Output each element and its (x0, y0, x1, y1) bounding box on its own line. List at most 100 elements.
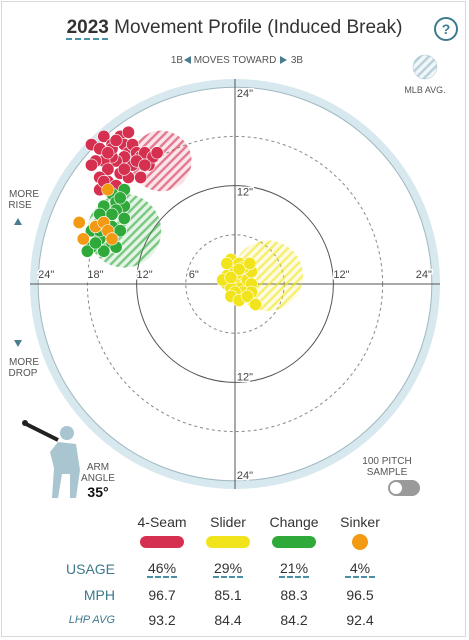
pitch-header-change[interactable]: Change (269, 514, 319, 530)
pitch-point-slider[interactable] (249, 297, 263, 311)
swatch-4seam[interactable] (129, 532, 195, 556)
ball-dot (22, 420, 28, 426)
pitch-point-slider[interactable] (240, 289, 254, 303)
usage-row-label: USAGE (66, 561, 116, 577)
ring-label-left-24: 24" (38, 269, 54, 281)
year-selector[interactable]: 2023 (66, 17, 109, 38)
change-color-pill (272, 536, 317, 548)
ring-label-left-6: 6" (189, 269, 199, 281)
direction-right-label: 3B (291, 55, 304, 66)
direction-left-label: 1B (171, 55, 184, 66)
usage-change: 21% (261, 556, 327, 582)
silhouette-head (60, 426, 74, 440)
pitch-point-sinker[interactable] (105, 232, 119, 246)
sample-toggle-label: 100 PITCH SAMPLE (358, 456, 416, 478)
pitch-point-4seam[interactable] (109, 134, 123, 148)
arm-angle-label-line1: ARM (86, 462, 110, 473)
pitch-point-4seam[interactable] (121, 125, 135, 139)
usage-slider: 29% (195, 556, 261, 582)
ring-label-right-24: 24" (416, 269, 432, 281)
pitch-point-change[interactable] (113, 191, 127, 205)
more-drop-label-line1: MORE (9, 357, 39, 368)
pitch-header-slider[interactable]: Slider (210, 514, 246, 530)
pitcher-silhouette-icon (22, 420, 80, 498)
more-drop-label-line2: DROP (9, 368, 38, 379)
pitch-point-slider[interactable] (232, 262, 246, 276)
sample-toggle-label-line1: 100 PITCH (362, 456, 412, 467)
arrow-left-icon (184, 56, 191, 64)
question-icon[interactable]: ? (434, 17, 458, 41)
pitch-point-slider[interactable] (224, 270, 238, 284)
pitch-point-sinker[interactable] (76, 232, 90, 246)
lhp-avg-change: 84.2 (280, 611, 308, 628)
mph-sinker: 96.5 (346, 586, 374, 603)
ring-label-top-12: 12" (237, 187, 253, 199)
ring-label-right-12: 12" (333, 269, 349, 281)
ring-label-left-12: 12" (137, 269, 153, 281)
arrow-down-icon (14, 340, 22, 347)
pitch-header-sinker[interactable]: Sinker (340, 514, 380, 530)
usage-change-value: 21% (280, 560, 309, 576)
sample-toggle[interactable] (388, 480, 420, 496)
mph-change: 88.3 (280, 586, 308, 603)
mph-slider: 85.1 (214, 586, 242, 603)
pitch-point-change[interactable] (117, 211, 131, 225)
lhp-avg-sinker: 92.4 (346, 611, 374, 628)
arm-angle-label-line2: ANGLE (81, 473, 115, 484)
sinker-color-dot (352, 533, 369, 550)
mlb-avg-legend-icon (412, 54, 438, 80)
direction-label: MOVES TOWARD (194, 55, 277, 66)
swatch-sinker[interactable] (327, 532, 393, 556)
lhp-avg-row-label: LHP AVG (68, 613, 116, 626)
silhouette-body (50, 442, 80, 498)
pitch-point-4seam[interactable] (85, 158, 99, 172)
usage-4seam: 46% (129, 556, 195, 582)
pitch-point-4seam[interactable] (97, 129, 111, 143)
pitch-point-4seam[interactable] (150, 146, 164, 160)
arrow-up-icon (14, 218, 22, 225)
slider-color-pill (206, 536, 251, 548)
title-text: Movement Profile (Induced Break) (114, 17, 403, 38)
more-rise-label-line1: MORE (9, 189, 39, 200)
pitch-point-change[interactable] (97, 244, 111, 258)
usage-4seam-value: 46% (148, 560, 177, 576)
ring-label-bottom-24: 24" (237, 470, 253, 482)
pitch-point-4seam[interactable] (101, 146, 115, 160)
mph-4seam: 96.7 (148, 586, 176, 603)
mlb-avg-legend-label: MLB AVG. (404, 85, 445, 95)
pitch-point-slider[interactable] (220, 256, 234, 270)
usage-sinker-value: 4% (349, 560, 371, 576)
pitch-point-sinker[interactable] (101, 183, 115, 197)
usage-underline (279, 576, 310, 578)
4seam-color-pill (140, 536, 185, 548)
sample-toggle-label-line2: SAMPLE (366, 467, 408, 478)
usage-sinker: 4% (327, 556, 393, 582)
toggle-knob (390, 482, 402, 494)
usage-underline (213, 576, 244, 578)
swatch-spacer (66, 532, 129, 556)
usage-underline (345, 576, 376, 578)
ring-label-left-18: 18" (87, 269, 103, 281)
pitch-point-slider[interactable] (243, 256, 257, 270)
page-title: 2023 Movement Profile (Induced Break) (0, 17, 469, 39)
pitch-header-4seam[interactable]: 4-Seam (137, 514, 187, 530)
usage-slider-value: 29% (214, 560, 243, 576)
pitch-point-4seam[interactable] (117, 162, 131, 176)
arrow-right-icon (280, 56, 287, 64)
mph-row-label: MPH (83, 586, 116, 603)
ring-label-bottom-12: 12" (237, 371, 253, 383)
pitch-point-sinker[interactable] (72, 216, 86, 230)
swatch-change[interactable] (261, 532, 327, 556)
lhp-avg-4seam: 93.2 (148, 611, 176, 628)
pitch-point-change[interactable] (80, 244, 94, 258)
swatch-slider[interactable] (195, 532, 261, 556)
pitch-point-4seam[interactable] (138, 158, 152, 172)
pitch-point-4seam[interactable] (134, 170, 148, 184)
pitch-point-change[interactable] (89, 236, 103, 250)
lhp-avg-slider: 84.4 (214, 611, 242, 628)
pitch-stats-table: 4-Seam Slider Change Sinker USAGE 46% 29… (66, 512, 393, 632)
table-corner (66, 512, 129, 532)
arm-angle-line (23, 421, 59, 442)
more-rise-label-line2: RISE (8, 200, 32, 211)
